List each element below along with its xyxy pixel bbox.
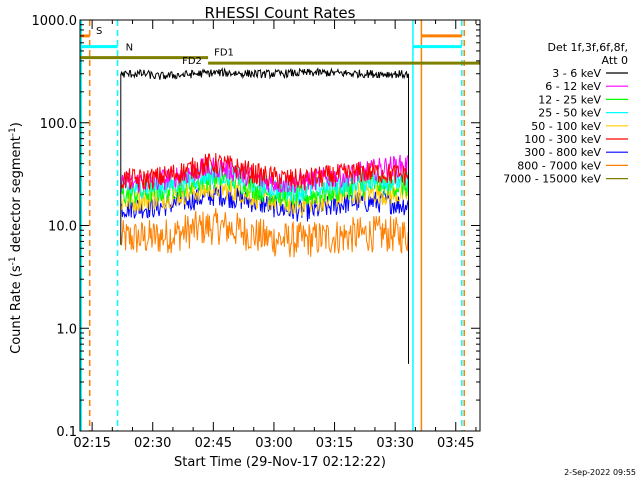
x-tick-label: 03:30 [376, 436, 413, 451]
series-line-5 [120, 152, 409, 190]
x-axis-label: Start Time (29-Nov-17 02:12:22) [174, 455, 386, 470]
x-tick-label: 03:00 [255, 436, 292, 451]
x-tick-label: 02:30 [134, 436, 171, 451]
y-tick-label: 0.1 [56, 425, 77, 440]
y-axis: 1000.0 100.0 10.0 1.0 0.1 [32, 14, 480, 440]
legend-entry-0: 3 - 6 keV [552, 67, 601, 80]
legend-entry-8: 7000 - 15000 keV [503, 173, 601, 186]
x-tick-label: 03:45 [437, 436, 474, 451]
series-line-0 [120, 67, 409, 80]
legend-entry-6: 300 - 800 keV [524, 146, 601, 159]
state-bar-label-s: S [96, 26, 102, 37]
y-tick-label: 1.0 [56, 322, 77, 337]
chart-title: RHESSI Count Rates [205, 4, 356, 22]
legend-entry-1: 6 - 12 keV [545, 80, 601, 93]
plot-area: S N FD1 FD2 [80, 20, 480, 431]
state-bar-label-fd1: FD1 [214, 48, 234, 59]
x-tick-label: 02:15 [73, 436, 110, 451]
legend-header-1: Att 0 [602, 54, 628, 67]
state-bar-label-fd2: FD2 [182, 56, 202, 67]
footer-date: 2-Sep-2022 09:55 [564, 468, 636, 477]
y-tick-label: 100.0 [40, 117, 77, 132]
series-line-7 [120, 208, 409, 258]
x-tick-label: 02:45 [195, 436, 232, 451]
legend-entry-5: 100 - 300 keV [524, 133, 601, 146]
y-axis-label: Count Rate (s-1 detector segment-1) [8, 122, 24, 354]
legend-entry-4: 50 - 100 keV [531, 120, 601, 133]
series-line-2 [120, 168, 409, 207]
x-tick-label: 03:15 [316, 436, 353, 451]
legend-header-0: Det 1f,3f,6f,8f, [547, 41, 628, 54]
legend-entry-2: 12 - 25 keV [538, 93, 601, 106]
x-axis: 02:15 02:30 02:45 03:00 03:15 03:30 03:45 [73, 20, 477, 451]
plot-frame [79, 19, 481, 432]
y-tick-label: 10.0 [48, 220, 77, 235]
state-bar-label-n: N [126, 43, 133, 54]
legend-entry-7: 800 - 7000 keV [517, 159, 601, 172]
y-tick-label: 1000.0 [32, 14, 78, 29]
legend-entry-3: 25 - 50 keV [538, 107, 601, 120]
